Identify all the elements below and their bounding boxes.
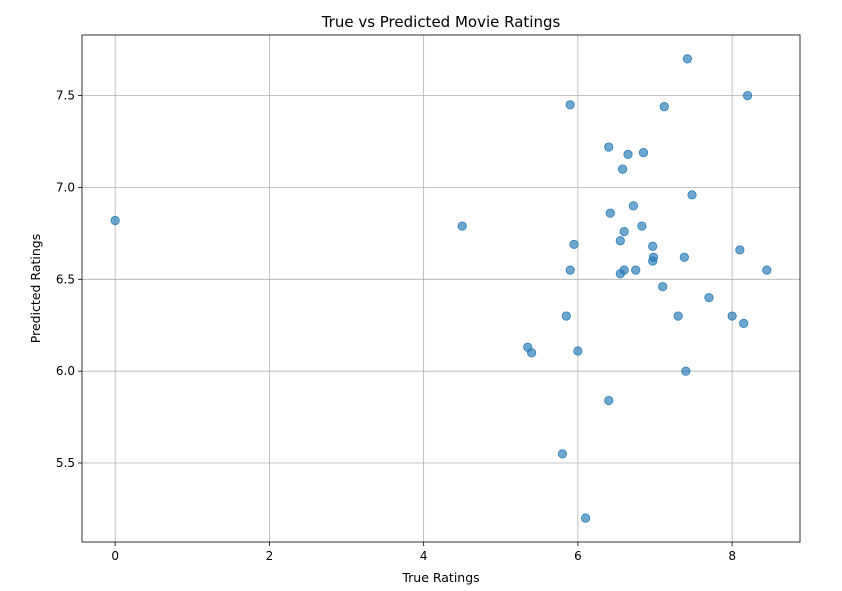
- data-point: [623, 149, 633, 160]
- data-point: [110, 215, 120, 226]
- data-point: [739, 318, 749, 329]
- data-point: [681, 366, 691, 376]
- data-point: [637, 221, 647, 231]
- data-point: [457, 221, 467, 231]
- y-tick-label: 7.5: [56, 89, 75, 103]
- data-point: [573, 346, 583, 356]
- data-point: [604, 395, 614, 406]
- chart-title: True vs Predicted Movie Ratings: [321, 13, 561, 31]
- x-tick-label: 8: [728, 549, 736, 563]
- data-point: [581, 513, 591, 523]
- data-point: [735, 245, 745, 255]
- grid: [82, 35, 800, 542]
- data-point: [762, 265, 772, 275]
- x-tick-label: 0: [111, 549, 119, 563]
- data-point: [619, 226, 629, 237]
- data-point: [704, 293, 714, 303]
- data-point: [727, 311, 737, 321]
- data-point: [565, 100, 575, 110]
- y-tick-label: 5.5: [56, 456, 75, 470]
- data-point: [604, 142, 614, 152]
- data-point: [648, 252, 659, 262]
- axis-ticks: 0 2 4 6 8 5.5 6.0 6.5 7.0 7.5: [56, 89, 736, 563]
- data-point: [605, 208, 615, 218]
- data-point: [687, 190, 697, 200]
- data-points: [110, 54, 772, 523]
- data-point: [527, 348, 537, 358]
- data-point: [673, 311, 683, 321]
- x-tick-label: 4: [420, 549, 428, 563]
- x-tick-label: 2: [266, 549, 274, 563]
- data-point: [557, 449, 568, 459]
- data-point: [628, 201, 639, 211]
- x-tick-label: 6: [574, 549, 582, 563]
- data-point: [638, 147, 649, 158]
- y-tick-label: 6.5: [56, 272, 75, 286]
- data-point: [619, 265, 629, 275]
- data-point: [618, 164, 628, 174]
- y-tick-label: 7.0: [56, 180, 75, 194]
- plot-frame: [81, 34, 801, 543]
- data-point: [742, 91, 753, 101]
- data-point: [615, 236, 625, 246]
- data-point: [648, 241, 658, 251]
- data-point: [658, 282, 668, 292]
- data-point: [659, 102, 669, 112]
- data-point: [565, 265, 575, 275]
- y-axis-label: Predicted Ratings: [28, 234, 43, 343]
- y-tick-label: 6.0: [56, 364, 75, 378]
- data-point: [569, 239, 579, 250]
- data-point: [679, 252, 689, 262]
- data-point: [561, 311, 571, 321]
- data-point: [682, 54, 693, 64]
- x-axis-label: True Ratings: [401, 570, 479, 585]
- data-point: [631, 265, 641, 275]
